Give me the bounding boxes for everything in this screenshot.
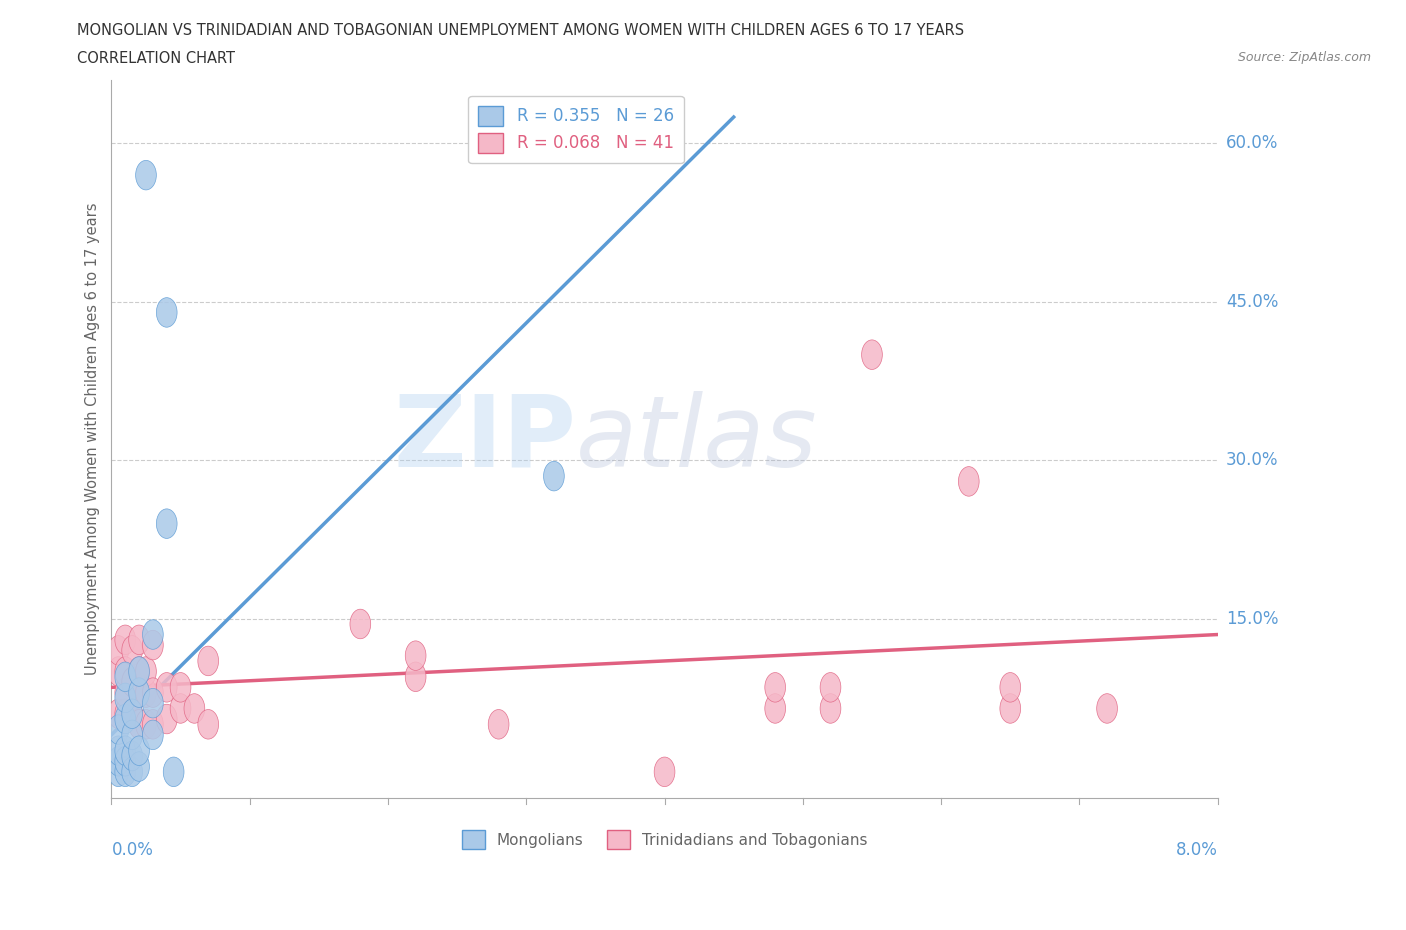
Ellipse shape bbox=[122, 668, 142, 697]
Text: 30.0%: 30.0% bbox=[1226, 451, 1278, 470]
Ellipse shape bbox=[142, 710, 163, 739]
Ellipse shape bbox=[122, 699, 142, 728]
Text: 45.0%: 45.0% bbox=[1226, 293, 1278, 311]
Ellipse shape bbox=[820, 672, 841, 702]
Ellipse shape bbox=[488, 710, 509, 739]
Ellipse shape bbox=[405, 641, 426, 671]
Ellipse shape bbox=[820, 694, 841, 724]
Ellipse shape bbox=[1000, 694, 1021, 724]
Ellipse shape bbox=[115, 699, 135, 728]
Ellipse shape bbox=[122, 741, 142, 771]
Ellipse shape bbox=[108, 657, 129, 686]
Ellipse shape bbox=[115, 704, 135, 734]
Ellipse shape bbox=[108, 747, 129, 776]
Ellipse shape bbox=[122, 720, 142, 750]
Text: CORRELATION CHART: CORRELATION CHART bbox=[77, 51, 235, 66]
Ellipse shape bbox=[115, 678, 135, 708]
Ellipse shape bbox=[959, 467, 979, 497]
Ellipse shape bbox=[142, 619, 163, 649]
Text: MONGOLIAN VS TRINIDADIAN AND TOBAGONIAN UNEMPLOYMENT AMONG WOMEN WITH CHILDREN A: MONGOLIAN VS TRINIDADIAN AND TOBAGONIAN … bbox=[77, 23, 965, 38]
Ellipse shape bbox=[198, 646, 218, 676]
Ellipse shape bbox=[129, 625, 149, 655]
Ellipse shape bbox=[129, 678, 149, 708]
Text: ZIP: ZIP bbox=[394, 391, 576, 487]
Ellipse shape bbox=[1000, 672, 1021, 702]
Text: 15.0%: 15.0% bbox=[1226, 610, 1278, 628]
Ellipse shape bbox=[156, 704, 177, 734]
Ellipse shape bbox=[1097, 694, 1118, 724]
Ellipse shape bbox=[156, 672, 177, 702]
Ellipse shape bbox=[142, 678, 163, 708]
Ellipse shape bbox=[129, 710, 149, 739]
Ellipse shape bbox=[862, 339, 883, 369]
Ellipse shape bbox=[654, 757, 675, 787]
Ellipse shape bbox=[184, 694, 205, 724]
Ellipse shape bbox=[135, 678, 156, 708]
Ellipse shape bbox=[108, 699, 129, 728]
Text: 60.0%: 60.0% bbox=[1226, 135, 1278, 153]
Ellipse shape bbox=[135, 710, 156, 739]
Ellipse shape bbox=[122, 699, 142, 728]
Ellipse shape bbox=[170, 694, 191, 724]
Ellipse shape bbox=[765, 672, 786, 702]
Ellipse shape bbox=[129, 657, 149, 686]
Text: atlas: atlas bbox=[576, 391, 818, 487]
Ellipse shape bbox=[115, 736, 135, 765]
Ellipse shape bbox=[135, 657, 156, 686]
Ellipse shape bbox=[115, 625, 135, 655]
Ellipse shape bbox=[142, 631, 163, 660]
Ellipse shape bbox=[115, 747, 135, 776]
Ellipse shape bbox=[129, 751, 149, 781]
Ellipse shape bbox=[108, 715, 129, 744]
Ellipse shape bbox=[122, 635, 142, 665]
Ellipse shape bbox=[142, 720, 163, 750]
Ellipse shape bbox=[108, 635, 129, 665]
Ellipse shape bbox=[156, 298, 177, 327]
Ellipse shape bbox=[170, 672, 191, 702]
Ellipse shape bbox=[129, 736, 149, 765]
Text: Source: ZipAtlas.com: Source: ZipAtlas.com bbox=[1237, 51, 1371, 64]
Y-axis label: Unemployment Among Women with Children Ages 6 to 17 years: Unemployment Among Women with Children A… bbox=[86, 203, 100, 675]
Ellipse shape bbox=[405, 662, 426, 692]
Text: 8.0%: 8.0% bbox=[1175, 842, 1218, 859]
Legend: Mongolians, Trinidadians and Tobagonians: Mongolians, Trinidadians and Tobagonians bbox=[456, 824, 873, 856]
Ellipse shape bbox=[115, 662, 135, 692]
Ellipse shape bbox=[129, 657, 149, 686]
Ellipse shape bbox=[108, 736, 129, 765]
Ellipse shape bbox=[544, 461, 564, 491]
Ellipse shape bbox=[129, 678, 149, 708]
Ellipse shape bbox=[142, 688, 163, 718]
Ellipse shape bbox=[135, 160, 156, 190]
Ellipse shape bbox=[115, 684, 135, 712]
Text: 0.0%: 0.0% bbox=[111, 842, 153, 859]
Ellipse shape bbox=[122, 757, 142, 787]
Ellipse shape bbox=[350, 609, 371, 639]
Ellipse shape bbox=[108, 757, 129, 787]
Ellipse shape bbox=[156, 509, 177, 538]
Ellipse shape bbox=[115, 757, 135, 787]
Ellipse shape bbox=[163, 757, 184, 787]
Ellipse shape bbox=[115, 657, 135, 686]
Ellipse shape bbox=[198, 710, 218, 739]
Ellipse shape bbox=[765, 694, 786, 724]
